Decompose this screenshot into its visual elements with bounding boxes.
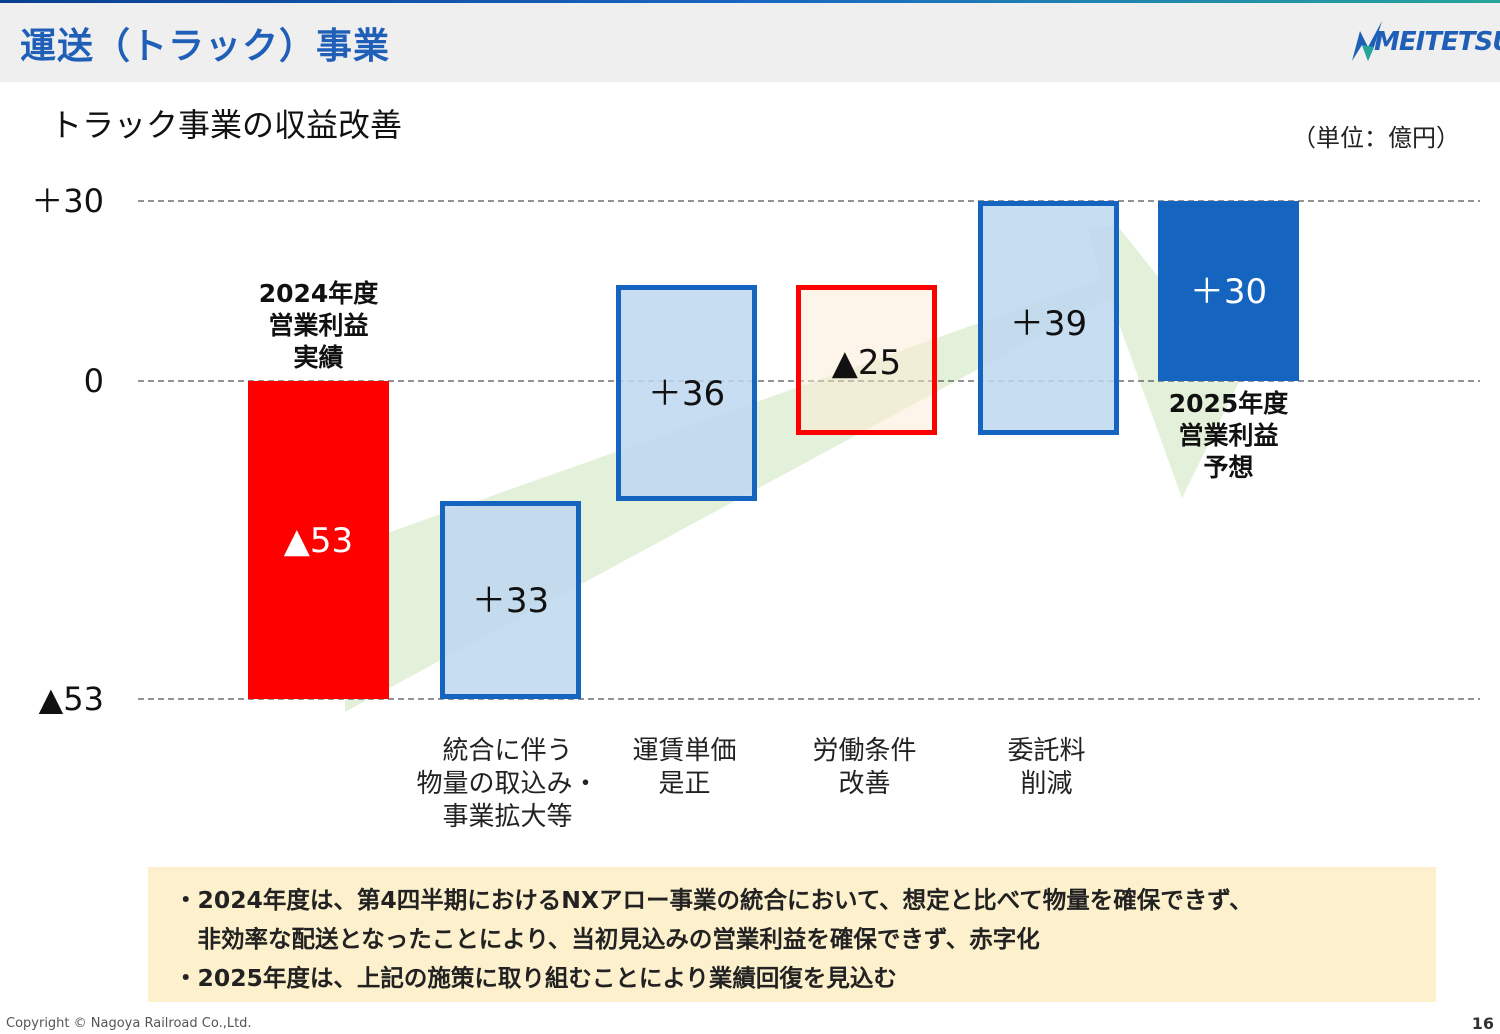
y-tick-label: ▲53 <box>39 680 104 718</box>
bar-value-label: ＋33 <box>472 581 549 621</box>
unit-label: （単位：億円） <box>1292 124 1460 152</box>
note-line-2: 非効率な配送となったことにより、当初見込みの営業利益を確保できず、赤字化 <box>174 925 1040 953</box>
bar-0 <box>248 381 389 699</box>
bar-value-label: ＋36 <box>648 374 725 414</box>
category-label: 事業拡大等 <box>442 802 572 832</box>
bar-2 <box>616 285 757 501</box>
category-label: 統合に伴う <box>442 736 572 766</box>
logo-text: MEITETSU <box>1374 27 1500 57</box>
notes-box: ・2024年度は、第4四半期におけるNXアロー事業の統合において、想定と比べて物… <box>148 867 1436 1002</box>
bar-below-label: 予想 <box>1203 453 1253 482</box>
bar-value-label: ▲53 <box>284 521 353 561</box>
y-tick-label: ＋30 <box>31 182 104 220</box>
note-line-3: ・2025年度は、上記の施策に取り組むことにより業績回復を見込む <box>174 964 897 992</box>
bar-top-label: 営業利益 <box>268 311 368 340</box>
note-line-1: ・2024年度は、第4四半期におけるNXアロー事業の統合において、想定と比べて物… <box>174 886 1253 914</box>
category-label: 物量の取込み・ <box>416 769 598 799</box>
category-label: 労働条件 <box>812 736 916 766</box>
bar-3 <box>796 285 937 435</box>
page-number: 16 <box>1471 1014 1494 1033</box>
bar-below-label: 営業利益 <box>1178 421 1278 450</box>
category-label: 改善 <box>838 769 890 799</box>
y-tick-label: 0 <box>84 362 104 400</box>
chart-title: トラック事業の収益改善 <box>50 106 403 144</box>
waterfall-chart: ＋300▲53▲532024年度営業利益実績＋33統合に伴う物量の取込み・事業拡… <box>31 182 1480 832</box>
bar-1 <box>440 501 581 699</box>
bar-5 <box>1158 201 1299 381</box>
bar-value-label: ▲25 <box>832 343 901 383</box>
category-label: 運賃単価 <box>632 736 736 766</box>
category-label: 委託料 <box>1007 736 1085 766</box>
bar-value-label: ＋39 <box>1010 304 1087 344</box>
bar-4 <box>978 201 1119 435</box>
category-label: 削減 <box>1020 769 1072 799</box>
logo-mark-icon <box>1352 21 1382 61</box>
page-title: 運送（トラック）事業 <box>20 26 391 67</box>
header-accent-line <box>0 0 1500 3</box>
meitetsu-logo: MEITETSU <box>1348 17 1500 67</box>
bar-below-label: 2025年度 <box>1169 389 1289 418</box>
copyright-text: Copyright © Nagoya Railroad Co.,Ltd. <box>6 1016 252 1031</box>
header-bar: 運送（トラック）事業 MEITETSU <box>0 3 1500 82</box>
bar-top-label: 2024年度 <box>259 279 379 308</box>
category-label: 是正 <box>658 769 710 799</box>
bar-top-label: 実績 <box>293 343 343 372</box>
bar-value-label: ＋30 <box>1190 272 1267 312</box>
